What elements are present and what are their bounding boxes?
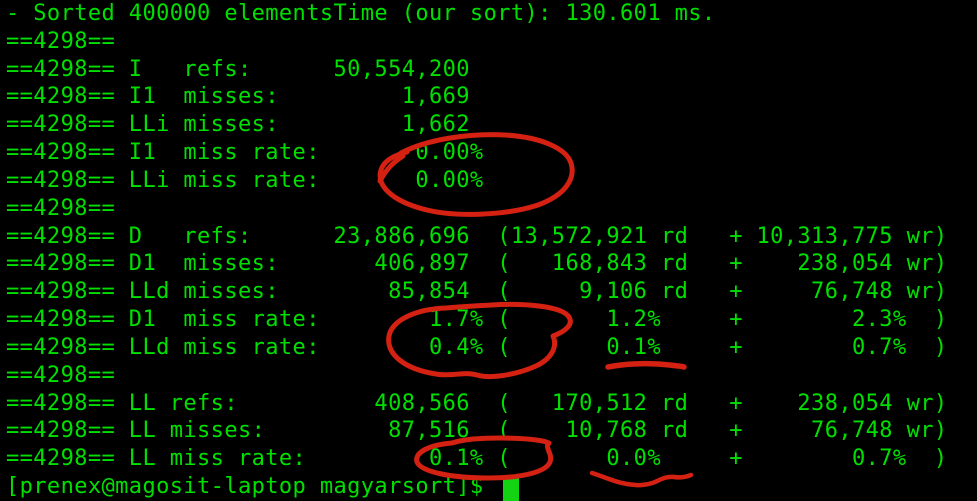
terminal-line: ==4298== I1 misses: 1,669 bbox=[6, 84, 470, 110]
terminal-line: ==4298== D1 miss rate: 1.7% ( 1.2% + 2.3… bbox=[6, 307, 948, 333]
terminal-line: ==4298== LL miss rate: 0.1% ( 0.0% + 0.7… bbox=[6, 446, 948, 472]
terminal-cursor bbox=[503, 476, 519, 501]
terminal-line: ==4298== I1 miss rate: 0.00% bbox=[6, 140, 484, 166]
terminal-line: ==4298== LLd miss rate: 0.4% ( 0.1% + 0.… bbox=[6, 334, 948, 360]
terminal-line: ==4298== LL refs: 408,566 ( 170,512 rd +… bbox=[6, 390, 948, 416]
terminal-line: ==4298== bbox=[6, 195, 116, 221]
terminal-line: ==4298== bbox=[6, 28, 116, 54]
terminal-line: ==4298== LLi misses: 1,662 bbox=[6, 112, 470, 138]
terminal-line: ==4298== LL misses: 87,516 ( 10,768 rd +… bbox=[6, 418, 948, 444]
terminal-line: ==4298== LLd misses: 85,854 ( 9,106 rd +… bbox=[6, 279, 948, 305]
terminal-line: ==4298== I refs: 50,554,200 bbox=[6, 56, 470, 82]
terminal-line: - Sorted 400000 elementsTime (our sort):… bbox=[6, 1, 716, 26]
terminal-prompt-line: [prenex@magosit-laptop magyarsort]$ bbox=[6, 474, 484, 500]
terminal-line: ==4298== LLi miss rate: 0.00% bbox=[6, 167, 484, 193]
terminal-line: ==4298== bbox=[6, 362, 116, 388]
terminal-output: - Sorted 400000 elementsTime (our sort):… bbox=[6, 0, 977, 501]
terminal-line: ==4298== D refs: 23,886,696 (13,572,921 … bbox=[6, 223, 948, 249]
terminal-line: ==4298== D1 misses: 406,897 ( 168,843 rd… bbox=[6, 251, 948, 277]
